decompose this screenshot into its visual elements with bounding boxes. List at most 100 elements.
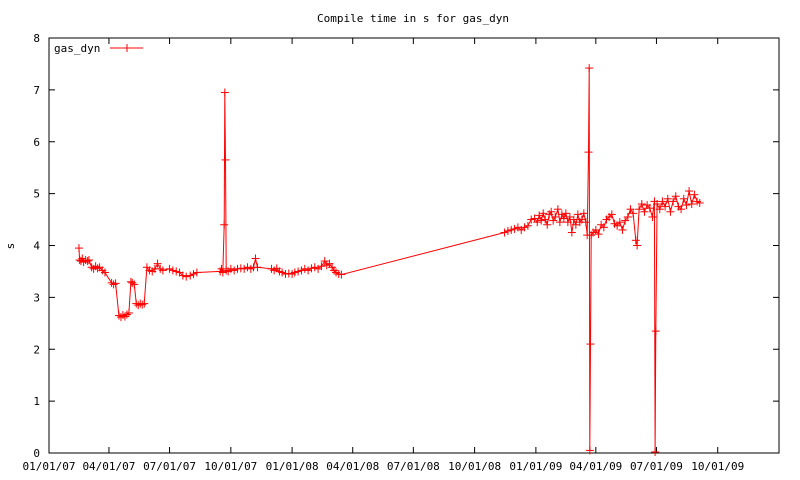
data-point <box>569 215 578 224</box>
data-point <box>549 216 558 225</box>
data-point <box>658 197 667 206</box>
data-point <box>541 215 550 224</box>
y-tick-label: 8 <box>33 32 40 45</box>
data-point <box>651 327 660 336</box>
x-tick-label: 01/01/08 <box>266 460 319 473</box>
data-point <box>547 207 556 216</box>
data-point <box>186 271 195 280</box>
data-point <box>122 310 131 319</box>
data-point <box>290 268 299 277</box>
data-point <box>618 225 627 234</box>
data-point <box>687 200 696 208</box>
data-point <box>74 244 83 253</box>
x-tick-label: 04/01/07 <box>82 460 135 473</box>
data-point <box>563 218 572 227</box>
data-point <box>599 223 608 232</box>
data-point <box>661 202 670 211</box>
data-point <box>83 257 92 266</box>
data-point <box>663 194 672 203</box>
y-axis-label: s <box>4 243 17 250</box>
data-point <box>586 340 595 349</box>
data-point <box>645 204 654 213</box>
data-point <box>217 264 226 273</box>
data-point <box>591 225 600 234</box>
data-point <box>533 218 542 227</box>
y-axis: 0 1 2 3 4 5 6 7 8 <box>33 32 779 460</box>
data-point <box>648 212 657 221</box>
data-point <box>523 221 532 230</box>
data-point <box>251 254 260 263</box>
data-point <box>134 301 143 310</box>
data-point <box>93 264 102 273</box>
legend-label: gas_dyn <box>54 42 100 55</box>
data-point <box>623 212 632 221</box>
data-point <box>655 205 664 214</box>
data-point <box>666 207 675 216</box>
data-point <box>189 270 198 279</box>
data-point <box>561 209 570 218</box>
x-tick-label: 07/01/08 <box>387 460 440 473</box>
data-point <box>679 194 688 203</box>
data-point <box>221 155 230 164</box>
legend-marker <box>123 44 131 52</box>
data-point <box>220 88 229 97</box>
data-point <box>300 264 309 273</box>
data-point <box>631 236 640 245</box>
x-tick-label: 01/01/09 <box>509 460 562 473</box>
data-point <box>130 280 139 289</box>
x-tick-label: 07/01/09 <box>630 460 683 473</box>
data-point <box>671 192 680 201</box>
y-tick-label: 3 <box>33 291 40 304</box>
data-point <box>527 215 536 224</box>
data-point <box>114 311 123 320</box>
data-point <box>310 263 319 272</box>
chart-title: Compile time in s for gas_dyn <box>317 12 509 25</box>
data-point <box>626 205 635 214</box>
data-point <box>78 254 87 263</box>
x-tick-label: 10/01/08 <box>448 460 501 473</box>
data-point <box>304 266 313 275</box>
y-tick-label: 2 <box>33 343 40 356</box>
data-point <box>337 270 346 279</box>
data-point <box>278 268 287 277</box>
y-tick-label: 7 <box>33 84 40 97</box>
data-point <box>539 209 548 218</box>
data-point <box>317 262 326 271</box>
series-layer <box>74 64 704 456</box>
data-point <box>629 209 638 218</box>
data-point <box>637 200 646 208</box>
data-point <box>585 446 594 455</box>
data-point <box>682 201 691 210</box>
data-point <box>573 210 582 219</box>
data-point <box>607 210 616 219</box>
data-point <box>330 266 339 275</box>
data-point <box>543 220 552 229</box>
data-point <box>559 214 568 223</box>
data-point <box>695 198 704 207</box>
data-point <box>165 264 174 273</box>
data-point <box>557 210 566 219</box>
data-point <box>537 216 546 225</box>
data-point <box>111 279 120 288</box>
data-point <box>236 264 245 273</box>
data-point <box>182 272 191 281</box>
data-point <box>579 209 588 218</box>
data-point <box>218 268 227 277</box>
data-point <box>87 263 96 272</box>
data-point <box>520 223 529 232</box>
data-point <box>307 264 316 273</box>
data-point <box>567 228 576 237</box>
data-point <box>230 266 239 275</box>
data-point <box>553 205 562 214</box>
data-point <box>585 64 594 73</box>
data-point <box>581 218 590 227</box>
data-point <box>79 258 88 267</box>
y-tick-label: 1 <box>33 395 40 408</box>
data-point <box>222 266 231 275</box>
data-point <box>685 187 694 196</box>
data-point <box>138 300 147 309</box>
data-point <box>192 268 201 277</box>
data-point <box>535 211 544 220</box>
data-point <box>690 190 699 199</box>
